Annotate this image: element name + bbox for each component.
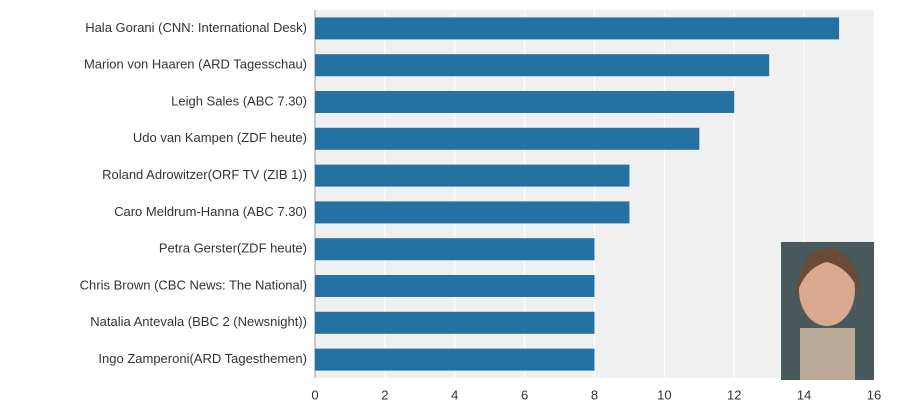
bar	[315, 348, 595, 371]
bar	[315, 127, 700, 150]
y-tick-label: Chris Brown (CBC News: The National)	[80, 277, 307, 292]
y-tick-label: Petra Gerster(ZDF heute)	[159, 241, 307, 256]
y-tick-label: Natalia Antevala (BBC 2 (Newsnight))	[90, 314, 307, 329]
y-tick-label: Roland Adrowitzer(ORF TV (ZIB 1))	[102, 167, 307, 182]
y-tick-label: Ingo Zamperoni(ARD Tagesthemen)	[98, 351, 307, 366]
bar	[315, 54, 770, 77]
x-tick-label: 14	[797, 387, 811, 402]
x-tick-label: 10	[657, 387, 671, 402]
y-tick-label: Marion von Haaren (ARD Tagesschau)	[84, 57, 307, 72]
x-tick-label: 8	[591, 387, 598, 402]
x-tick-label: 0	[311, 387, 318, 402]
bar	[315, 275, 595, 297]
bar	[315, 238, 595, 261]
photo	[781, 242, 874, 380]
bar	[315, 311, 595, 334]
y-tick-label: Leigh Sales (ABC 7.30)	[171, 93, 307, 108]
x-tick-label: 4	[451, 387, 458, 402]
bar	[315, 164, 630, 187]
y-tick-label: Hala Gorani (CNN: International Desk)	[85, 20, 307, 35]
x-tick-label: 12	[727, 387, 741, 402]
bar	[315, 91, 735, 113]
x-tick-label: 16	[867, 387, 881, 402]
y-tick-label: Udo van Kampen (ZDF heute)	[133, 130, 307, 145]
x-tick-label: 6	[521, 387, 528, 402]
bar	[315, 17, 840, 40]
bar	[315, 201, 630, 224]
x-tick-label: 2	[381, 387, 388, 402]
y-tick-label: Caro Meldrum-Hanna (ABC 7.30)	[114, 204, 307, 219]
